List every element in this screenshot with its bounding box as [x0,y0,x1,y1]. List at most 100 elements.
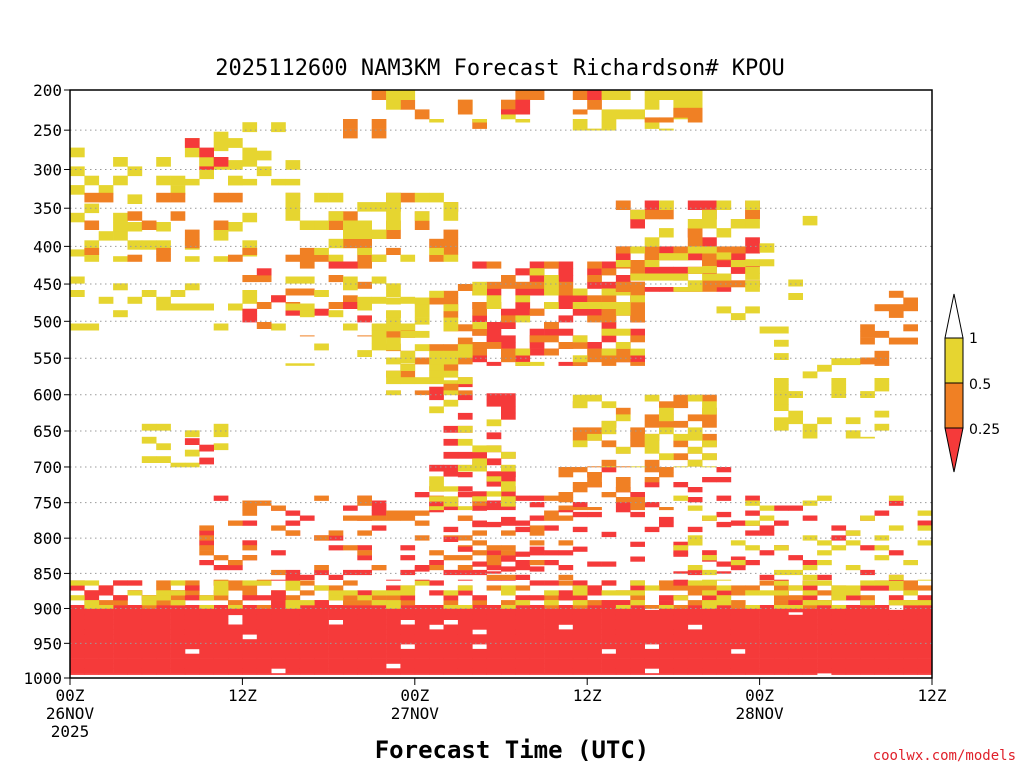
heatmap-cell [156,658,171,664]
heatmap-cell [314,290,329,297]
heatmap-cell [457,109,473,115]
heatmap-cell [888,658,904,664]
heatmap-cell [774,569,789,576]
heatmap-cell [98,653,114,659]
heatmap-cell [328,668,344,674]
heatmap-cell [271,634,286,640]
heatmap-cell [443,254,459,262]
heatmap-cell [141,436,157,444]
heatmap-cell [457,629,473,635]
heatmap-cell [285,211,301,221]
heatmap-cell [774,397,789,405]
heatmap-cell [831,614,847,620]
heatmap-cell [314,308,329,316]
heatmap-cell [141,668,157,674]
heatmap-cell [256,166,272,177]
heatmap-cell [371,600,387,606]
heatmap-cell [529,495,545,501]
heatmap-cell [730,600,746,606]
heatmap-cell [386,653,401,659]
heatmap-cell [587,472,602,478]
heatmap-cell [371,525,387,531]
heatmap-cell [472,634,487,640]
heatmap-cell [587,644,602,650]
heatmap-cell [544,624,559,630]
heatmap-cell [429,406,444,414]
heatmap-cell [472,619,487,625]
heatmap-cell [314,220,329,230]
heatmap-cell [659,228,674,238]
heatmap-cell [845,565,861,571]
heatmap-cell [156,247,171,255]
heatmap-cell [443,648,459,655]
heatmap-cell [572,467,588,473]
heatmap-cell [501,464,516,472]
heatmap-cell [745,644,760,650]
heatmap-cell [228,580,243,586]
heatmap-cell [113,648,128,655]
heatmap-cell [501,496,516,502]
heatmap-cell [443,501,459,507]
heatmap-cell [745,653,760,659]
heatmap-cell [515,648,531,655]
heatmap-cell [687,497,703,503]
heatmap-cell [141,644,157,650]
x-tick-label: 12Z [918,686,947,705]
heatmap-cell [845,358,861,366]
heatmap-cell [184,653,200,659]
heatmap-cell [443,605,459,609]
heatmap-cell [113,609,128,616]
heatmap-cell [314,658,329,664]
heatmap-cell [730,619,746,625]
heatmap-cell [716,624,732,630]
heatmap-cell [486,668,502,674]
heatmap-cell [256,658,272,664]
heatmap-cell [860,545,875,551]
heatmap-cell [702,609,717,616]
heatmap-cell [486,555,502,561]
heatmap-cell [113,658,128,664]
heatmap-cell [328,220,344,230]
heatmap-cell [644,648,660,655]
heatmap-cell [127,240,143,250]
heatmap-cell [587,308,602,316]
heatmap-cell [429,344,444,352]
heatmap-cell [802,639,818,645]
heatmap-cell [70,166,85,177]
heatmap-cell [888,337,904,345]
heatmap-cell [845,609,861,613]
heatmap-cell [529,540,545,546]
heatmap-cell [443,569,459,576]
heatmap-cell [917,644,933,650]
heatmap-cell [400,296,416,304]
heatmap-cell [501,579,516,581]
heatmap-cell [673,401,689,409]
heatmap-cell [314,639,329,645]
heatmap-cell [630,302,645,309]
heatmap-cell [702,629,717,635]
heatmap-cell [357,673,372,675]
heatmap-cell [414,644,430,650]
heatmap-cell [457,492,473,498]
heatmap-cell [314,614,329,620]
x-axis-label: Forecast Time (UTC) [375,736,650,764]
heatmap-cell [615,644,631,650]
heatmap-cell [544,595,559,601]
heatmap-cell [357,261,372,269]
heatmap-cell [687,663,703,669]
heatmap-cell [587,624,602,630]
heatmap-cell [544,302,559,309]
heatmap-cell [572,600,588,606]
heatmap-cell [472,496,487,502]
heatmap-cell [156,648,171,655]
heatmap-cell [587,261,602,269]
heatmap-cell [386,605,401,609]
heatmap-cell [400,90,416,100]
heatmap-cell [84,658,100,664]
heatmap-cell [572,90,588,100]
heatmap-cell [802,585,818,591]
heatmap-cell [702,260,717,268]
heatmap-cell [486,609,502,616]
heatmap-cell [802,565,818,571]
heatmap-cell [127,605,143,611]
